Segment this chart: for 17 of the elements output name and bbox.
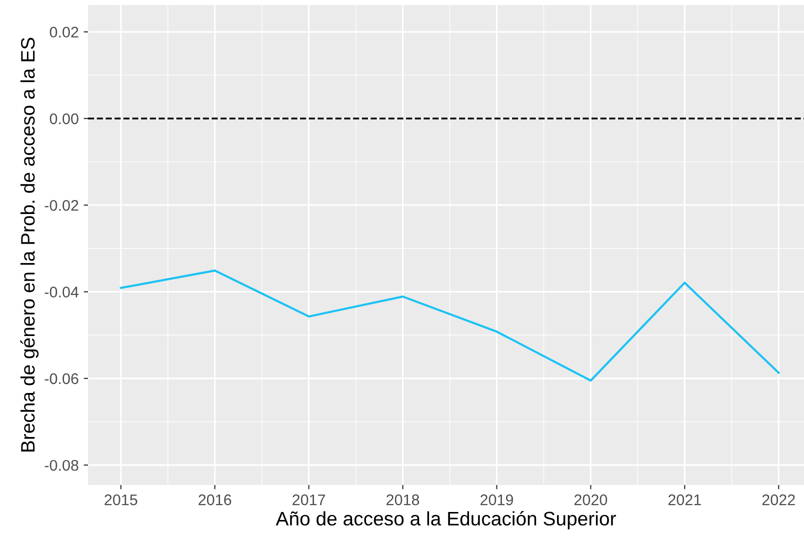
y-tick-label: 0.02 [50, 26, 78, 38]
x-tick-label: 2021 [668, 494, 701, 506]
x-tick-label: 2019 [480, 494, 514, 506]
x-tick-label: 2020 [574, 494, 608, 506]
x-tick-label: 2018 [386, 494, 420, 506]
y-tick-label: -0.08 [44, 460, 78, 471]
y-tick-label: 0.00 [50, 113, 78, 124]
x-tick-label: 2016 [198, 494, 232, 506]
y-tick-label: -0.06 [44, 373, 78, 384]
line-series [120, 270, 780, 382]
y-tick-label: -0.02 [44, 200, 78, 211]
x-axis-title: Año de acceso a la Educación Superior [276, 511, 616, 530]
x-tick-label: 2022 [762, 494, 795, 506]
y-tick-label: -0.04 [44, 286, 79, 298]
y-axis-title: Brecha de género en la Prob. de acceso a la ES [20, 38, 39, 452]
x-tick-label: 2017 [292, 494, 326, 506]
x-tick-label: 2015 [104, 494, 138, 506]
